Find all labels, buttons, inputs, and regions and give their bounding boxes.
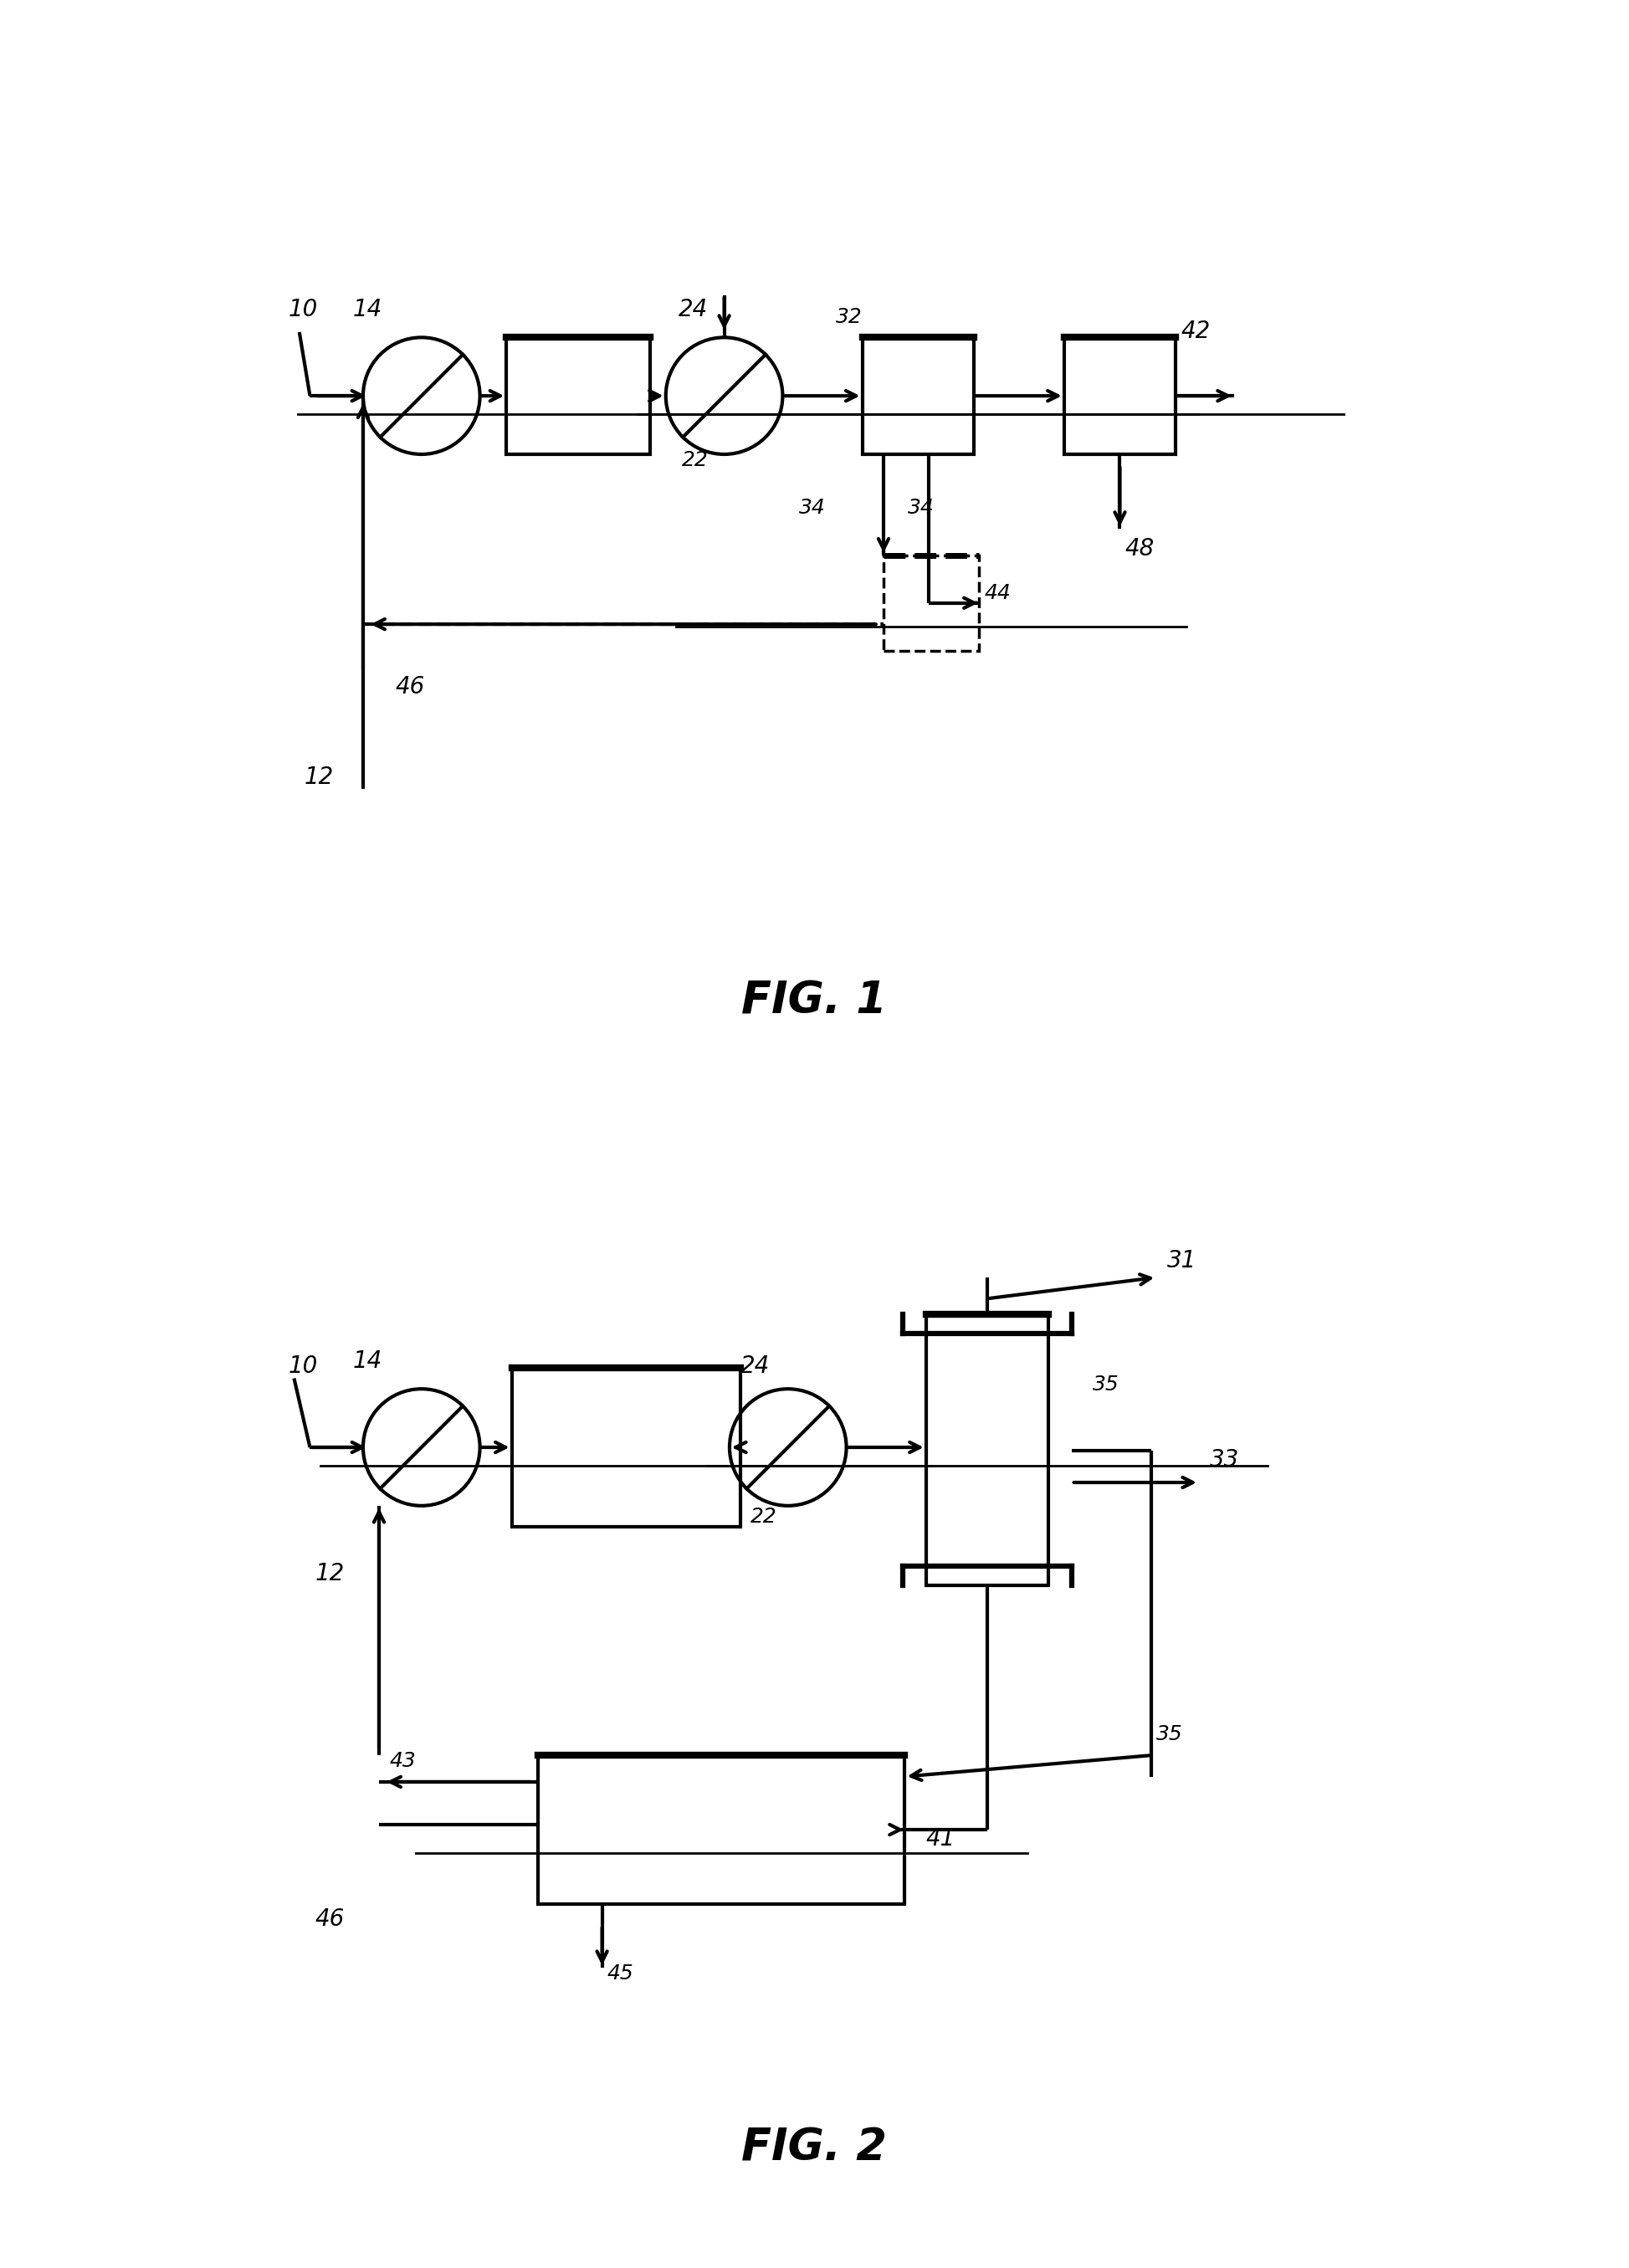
Text: 30: 30 [902,379,935,404]
Text: 48: 48 [1126,538,1155,560]
Text: 22: 22 [751,1506,777,1526]
Text: 34: 34 [798,499,826,517]
Text: FIG. 1: FIG. 1 [741,980,888,1023]
Bar [862,338,974,454]
Bar [512,1368,740,1526]
Bar [538,1755,904,1905]
Text: 33: 33 [1210,1449,1240,1472]
Text: 12: 12 [316,1563,345,1585]
Text: 30: 30 [971,1429,1003,1454]
Text: 41: 41 [925,1828,956,1851]
Text: 42: 42 [1181,320,1210,342]
Text: 34: 34 [907,499,933,517]
Text: 24: 24 [740,1354,769,1379]
Text: 44: 44 [984,583,1012,603]
Text: FIG. 2: FIG. 2 [741,2125,888,2170]
Text: 46: 46 [316,1907,345,1930]
Text: 40: 40 [1104,379,1135,404]
Text: 46: 46 [394,676,425,699]
Text: 32: 32 [836,306,862,327]
Text: 20: 20 [608,1429,643,1456]
Text: 44: 44 [917,592,946,615]
Text: 22: 22 [681,449,709,469]
Text: 43: 43 [389,1751,415,1771]
Text: 24: 24 [679,297,709,322]
Text: 14: 14 [352,1349,381,1372]
Text: 35: 35 [1093,1374,1119,1395]
Bar [507,338,650,454]
Bar [1064,338,1176,454]
Text: 45: 45 [608,1964,634,1984]
Text: 20: 20 [562,379,595,404]
Bar [883,556,979,651]
Text: 10: 10 [288,1354,318,1379]
Text: 10: 10 [288,297,318,322]
Text: 44: 44 [704,1817,740,1844]
Text: 31: 31 [1166,1250,1197,1272]
Bar [925,1315,1047,1585]
Text: 14: 14 [352,297,381,322]
Text: 35: 35 [1157,1724,1183,1744]
Text: 12: 12 [305,764,334,789]
